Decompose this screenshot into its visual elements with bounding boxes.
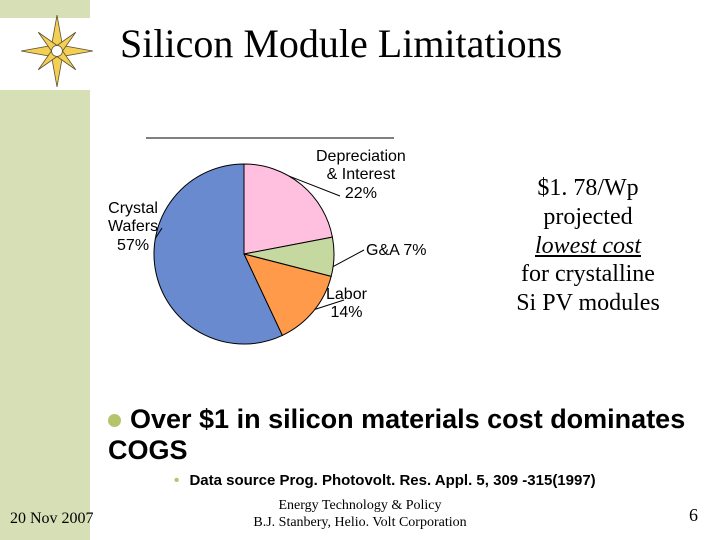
footer-page-number: 6 — [689, 505, 698, 526]
main-bullet: Over $1 in silicon materials cost domina… — [108, 404, 698, 466]
bullet-dot-icon: • — [174, 472, 179, 489]
cost-callout: $1. 78/Wp projected lowest cost for crys… — [488, 174, 688, 318]
footer-line: Energy Technology & Policy — [279, 498, 442, 513]
callout-line: Si PV modules — [516, 290, 660, 316]
pie-label-labor: Labor 14% — [326, 286, 367, 323]
callout-line: for crystalline — [521, 261, 655, 287]
bullet-dot-icon — [108, 414, 121, 427]
slide-title: Silicon Module Limitations — [120, 20, 562, 67]
slide: Silicon Module Limitations Depreciation … — [0, 0, 720, 540]
pie-label-wafers: Crystal Wafers 57% — [108, 200, 158, 255]
bullet-text: Over $1 in silicon materials cost domina… — [108, 404, 685, 465]
cost-breakdown-pie: Depreciation & Interest 22% G&A 7% Labor… — [104, 124, 440, 384]
callout-line: $1. 78/Wp — [537, 175, 638, 201]
citation-text: Data source Prog. Photovolt. Res. Appl. … — [189, 472, 595, 489]
pie-label-ga: G&A 7% — [366, 242, 426, 260]
footer-center: Energy Technology & Policy B.J. Stanbery… — [0, 498, 720, 532]
callout-line-emph: lowest cost — [535, 233, 641, 259]
pie-label-depreciation: Depreciation & Interest 22% — [316, 148, 406, 203]
citation-line: • Data source Prog. Photovolt. Res. Appl… — [174, 472, 596, 489]
footer-line: B.J. Stanbery, Helio. Volt Corporation — [253, 515, 466, 530]
compass-star-icon — [18, 12, 96, 90]
callout-line: projected — [543, 204, 632, 230]
pie-leader-line — [333, 250, 364, 267]
